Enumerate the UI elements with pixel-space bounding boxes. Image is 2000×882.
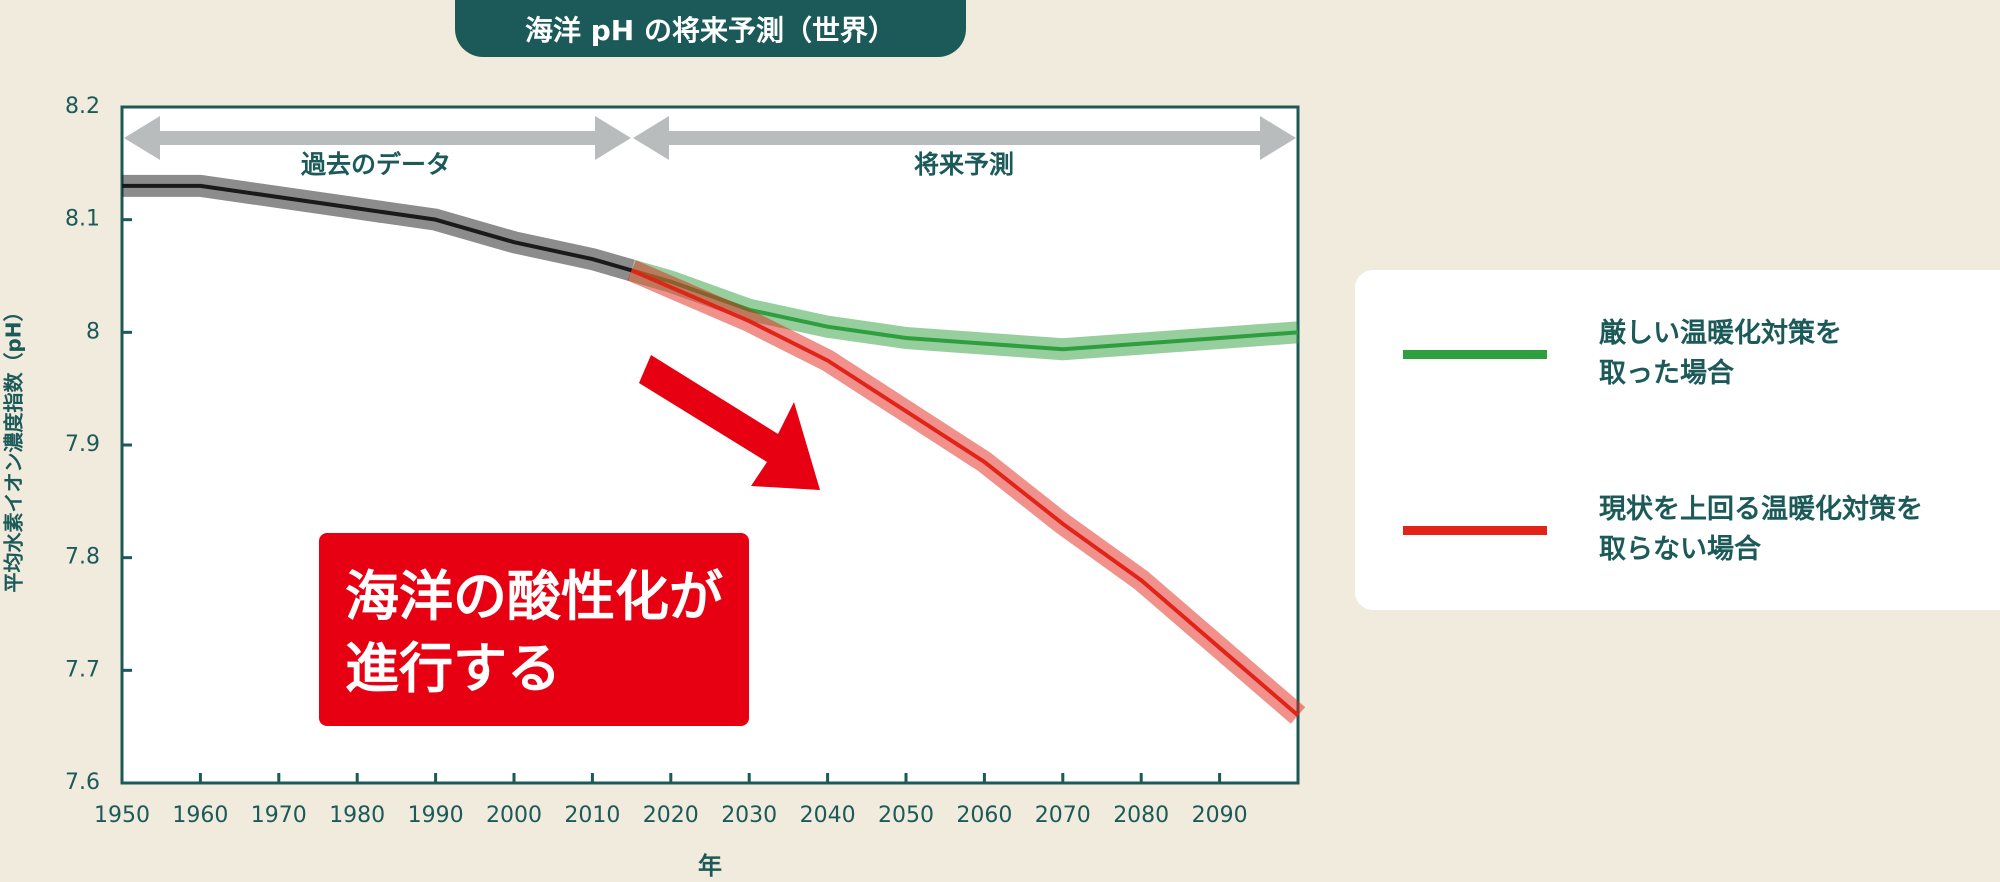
x-tick-label: 2020	[643, 803, 699, 828]
y-tick-label: 7.7	[65, 657, 100, 682]
past-arrow	[124, 116, 631, 160]
legend-label: 厳しい温暖化対策を 取った場合	[1599, 318, 1842, 389]
legend: 厳しい温暖化対策を 取った場合現状を上回る温暖化対策を 取らない場合	[1355, 270, 2000, 610]
series-line	[122, 183, 633, 273]
y-axis-label: 平均水素イオン濃度指数（pH）	[2, 301, 26, 592]
trend-arrow	[639, 355, 820, 490]
x-tick-label: 2060	[956, 803, 1012, 828]
x-axis-label: 年	[698, 852, 722, 880]
x-tick-label: 2080	[1113, 803, 1169, 828]
legend-label: 現状を上回る温暖化対策を 取らない場合	[1599, 494, 1923, 565]
x-tick-label: 1980	[329, 803, 385, 828]
legend-item: 現状を上回る温暖化対策を 取らない場合	[1403, 490, 1923, 570]
legend-swatch	[1403, 525, 1547, 535]
legend-item: 厳しい温暖化対策を 取った場合	[1403, 314, 1842, 394]
y-tick-label: 7.6	[65, 770, 100, 795]
x-tick-label: 2070	[1035, 803, 1091, 828]
x-tick-label: 1950	[94, 803, 150, 828]
y-tick-label: 8	[86, 319, 100, 344]
y-tick-label: 7.9	[65, 432, 100, 457]
x-tick-label: 2000	[486, 803, 542, 828]
past-label: 過去のデータ	[301, 150, 451, 179]
y-tick-label: 8.1	[65, 207, 100, 232]
future-arrow	[633, 116, 1296, 160]
y-tick-label: 7.8	[65, 545, 100, 570]
x-tick-label: 2040	[800, 803, 856, 828]
series-line	[630, 268, 1300, 717]
x-tick-label: 2090	[1192, 803, 1248, 828]
x-tick-label: 2050	[878, 803, 934, 828]
legend-swatch	[1403, 349, 1547, 359]
x-tick-label: 1970	[251, 803, 307, 828]
callout: 海洋の酸性化が 進行する	[319, 533, 749, 726]
y-tick-label: 8.2	[65, 94, 100, 119]
x-tick-label: 1960	[172, 803, 228, 828]
future-label: 将来予測	[914, 150, 1014, 179]
chart-title: 海洋 pH の将来予測（世界）	[455, 0, 966, 57]
x-tick-label: 1990	[408, 803, 464, 828]
x-tick-label: 2030	[721, 803, 777, 828]
x-tick-label: 2010	[564, 803, 620, 828]
